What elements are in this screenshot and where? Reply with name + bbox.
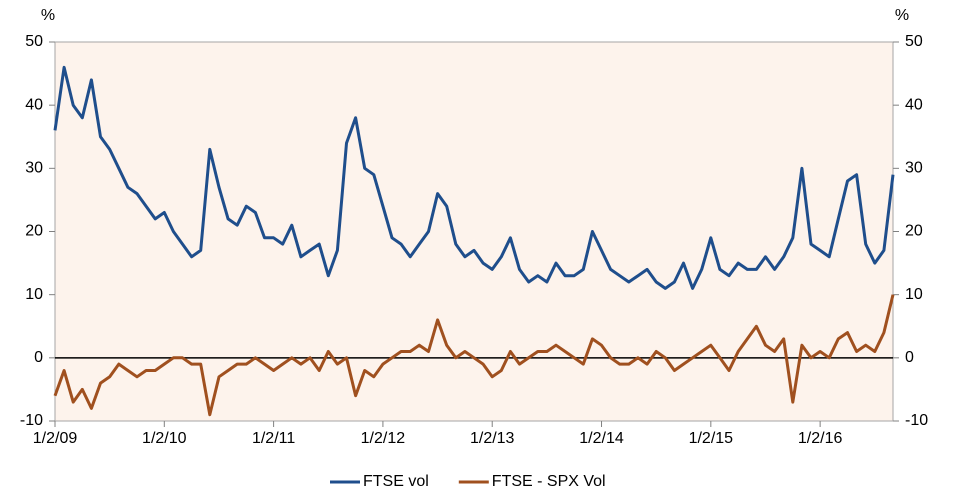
legend-label: FTSE vol — [363, 473, 429, 490]
y-tick-label: 30 — [25, 160, 43, 177]
y-tick-label: 0 — [34, 349, 43, 366]
y-unit: % — [41, 7, 55, 24]
y2-tick-label: 30 — [905, 160, 923, 177]
x-tick-label: 1/2/13 — [470, 430, 515, 447]
x-tick-label: 1/2/15 — [689, 430, 734, 447]
x-tick-label: 1/2/11 — [252, 430, 295, 447]
y-tick-label: -10 — [20, 412, 43, 429]
x-tick-label: 1/2/09 — [33, 430, 78, 447]
plot-area — [54, 41, 894, 422]
y2-tick-label: 20 — [905, 223, 923, 240]
series-line — [53, 65, 895, 290]
legend-label: FTSE - SPX Vol — [492, 473, 606, 490]
y-tick-label: 10 — [25, 286, 43, 303]
y2-tick-label: 50 — [905, 33, 923, 50]
x-tick-label: 1/2/12 — [361, 430, 406, 447]
y-tick-label: 50 — [25, 33, 43, 50]
x-tick-label: 1/2/14 — [579, 430, 624, 447]
x-tick-label: 1/2/16 — [798, 430, 843, 447]
y2-tick-label: -10 — [905, 412, 928, 429]
series-line — [53, 294, 895, 417]
y2-tick-label: 10 — [905, 286, 923, 303]
x-tick-label: 1/2/10 — [142, 430, 187, 447]
y-tick-label: 40 — [25, 96, 43, 113]
y2-tick-label: 0 — [905, 349, 914, 366]
y-tick-label: 20 — [25, 223, 43, 240]
y2-tick-label: 40 — [905, 96, 923, 113]
y2-unit: % — [895, 7, 909, 24]
